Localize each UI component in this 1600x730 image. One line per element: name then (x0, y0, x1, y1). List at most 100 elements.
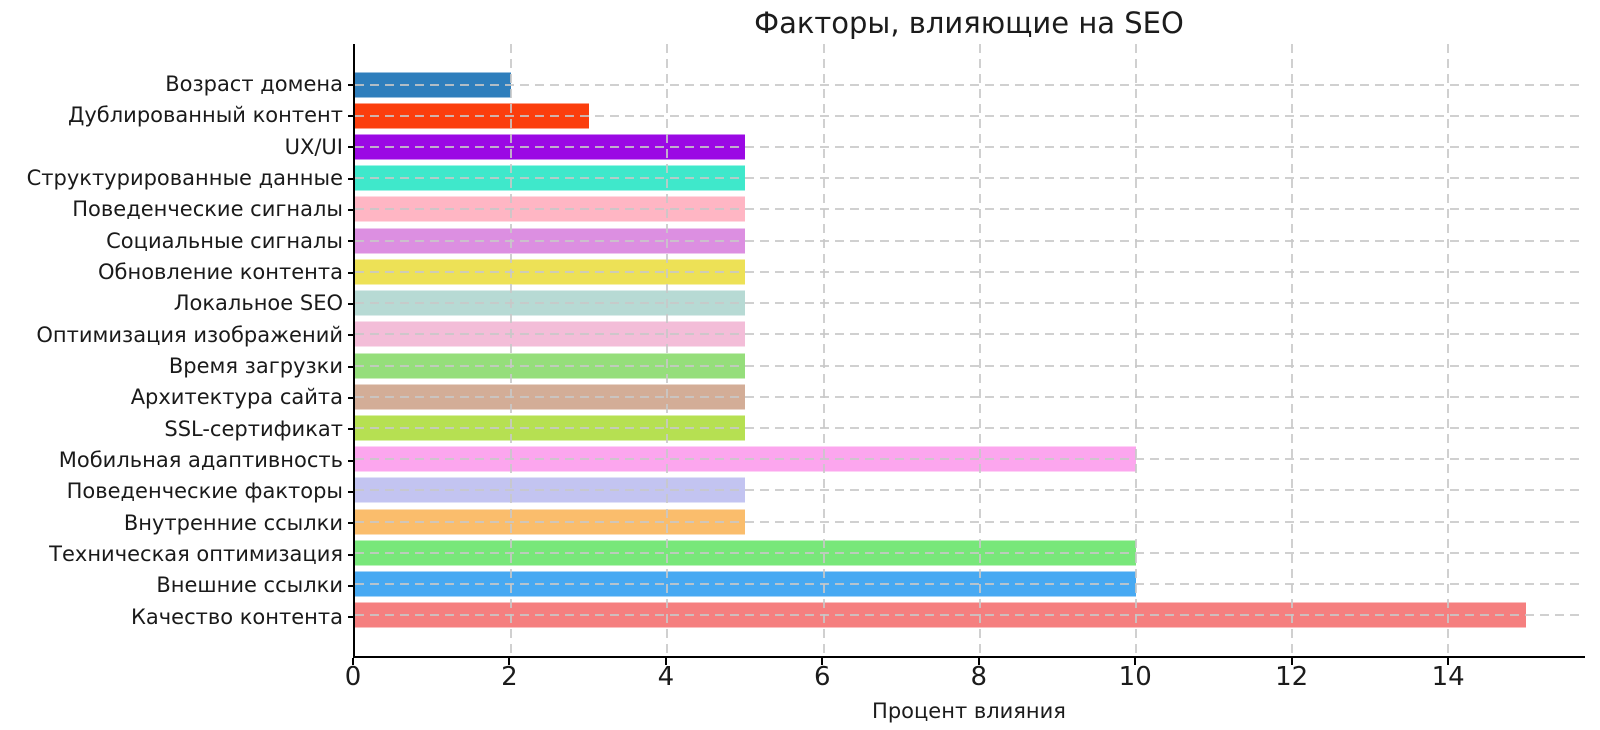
x-gridline (822, 44, 825, 656)
y-tick-mark (348, 459, 353, 462)
y-tick-mark (348, 208, 353, 211)
y-tick-mark (348, 83, 353, 86)
y-tick-label: Архитектура сайта (130, 385, 343, 410)
y-tick: Обновление контента (0, 257, 353, 288)
y-tick-label: Техническая оптимизация (49, 542, 343, 567)
y-gridline (355, 208, 1585, 211)
bar-row (355, 256, 1585, 287)
x-tick-label: 10 (1118, 662, 1152, 692)
y-gridline (355, 177, 1585, 180)
bar-row (355, 412, 1585, 443)
y-gridline (355, 364, 1585, 367)
y-tick-mark (348, 584, 353, 587)
y-tick: Структурированные данные (0, 163, 353, 194)
y-tick-mark (348, 616, 353, 619)
y-tick: Время загрузки (0, 351, 353, 382)
chart-title: Факторы, влияющие на SEO (754, 6, 1184, 40)
bar-row (355, 506, 1585, 537)
y-gridline (355, 551, 1585, 554)
y-tick-mark (348, 553, 353, 556)
y-gridline (355, 270, 1585, 273)
y-tick: Качество контента (0, 602, 353, 633)
x-tick-label: 4 (657, 662, 675, 692)
y-tick: Социальные сигналы (0, 226, 353, 257)
bar-row (355, 100, 1585, 131)
y-tick-label: UX/UI (284, 134, 343, 159)
y-tick: Внешние ссылки (0, 570, 353, 601)
bar-row (355, 69, 1585, 100)
y-tick: Оптимизация изображений (0, 320, 353, 351)
bar-row (355, 225, 1585, 256)
bar-rows (355, 69, 1585, 631)
y-tick: Поведенческие факторы (0, 476, 353, 507)
y-tick: SSL-сертификат (0, 414, 353, 445)
y-gridline (355, 458, 1585, 461)
y-tick-mark (348, 114, 353, 117)
y-tick-mark (348, 522, 353, 525)
y-gridline (355, 146, 1585, 149)
bar-row (355, 163, 1585, 194)
y-gridline (355, 395, 1585, 398)
y-tick-mark (348, 334, 353, 337)
y-tick-label: Локальное SEO (173, 291, 343, 316)
y-tick-label: Обновление контента (98, 260, 343, 285)
x-tick-mark (508, 658, 511, 665)
x-tick-mark (977, 658, 980, 665)
x-gridline (978, 44, 981, 656)
bar-row (355, 444, 1585, 475)
y-gridline (355, 489, 1585, 492)
bar-row (355, 131, 1585, 162)
y-tick: Дублированный контент (0, 100, 353, 131)
x-tick-label: 0 (344, 662, 362, 692)
y-gridline (355, 302, 1585, 305)
y-tick-label: Структурированные данные (26, 166, 343, 191)
x-tick-mark (1447, 658, 1450, 665)
y-gridline (355, 333, 1585, 336)
x-gridline (510, 44, 513, 656)
y-tick: Мобильная адаптивность (0, 445, 353, 476)
bar-row (355, 319, 1585, 350)
y-tick-label: Дублированный контент (67, 103, 343, 128)
bar-row (355, 350, 1585, 381)
bar-row (355, 569, 1585, 600)
y-tick-mark (348, 396, 353, 399)
y-tick-mark (348, 146, 353, 149)
y-tick-label: Поведенческие факторы (66, 479, 343, 504)
x-tick-label: 12 (1275, 662, 1309, 692)
y-tick-mark (348, 240, 353, 243)
y-tick-mark (348, 365, 353, 368)
y-tick-mark (348, 177, 353, 180)
y-tick-mark (348, 428, 353, 431)
bar-row (355, 600, 1585, 631)
y-tick-label: Качество контента (130, 604, 343, 629)
y-tick-label: Мобильная адаптивность (58, 448, 343, 473)
y-gridline (355, 239, 1585, 242)
y-gridline (355, 520, 1585, 523)
y-tick: UX/UI (0, 132, 353, 163)
y-gridline (355, 427, 1585, 430)
y-tick: Возраст домена (0, 69, 353, 100)
y-tick-label: Внутренние ссылки (123, 510, 343, 535)
x-tick-mark (1134, 658, 1137, 665)
y-tick-label: Внешние ссылки (156, 573, 343, 598)
y-tick-label: SSL-сертификат (164, 416, 343, 441)
x-tick-label: 2 (501, 662, 518, 692)
y-gridline (355, 114, 1585, 117)
plot-area (353, 44, 1585, 658)
bar-row (355, 381, 1585, 412)
y-tick: Поведенческие сигналы (0, 194, 353, 225)
y-axis-labels: Возраст домена Дублированный контент UX/UI… (0, 44, 353, 658)
x-tick-mark (1290, 658, 1293, 665)
y-tick-label: Социальные сигналы (106, 228, 343, 253)
x-gridline (1291, 44, 1294, 656)
y-tick-label: Время загрузки (168, 354, 343, 379)
y-tick: Внутренние ссылки (0, 508, 353, 539)
x-tick-mark (821, 658, 824, 665)
bar-row (355, 537, 1585, 568)
y-gridline (355, 83, 1585, 86)
x-axis-tick-labels: 0 2 4 6 8 10 12 14 (345, 662, 1585, 694)
x-tick-mark (664, 658, 667, 665)
bar-row (355, 194, 1585, 225)
x-tick-label: 14 (1431, 662, 1465, 692)
